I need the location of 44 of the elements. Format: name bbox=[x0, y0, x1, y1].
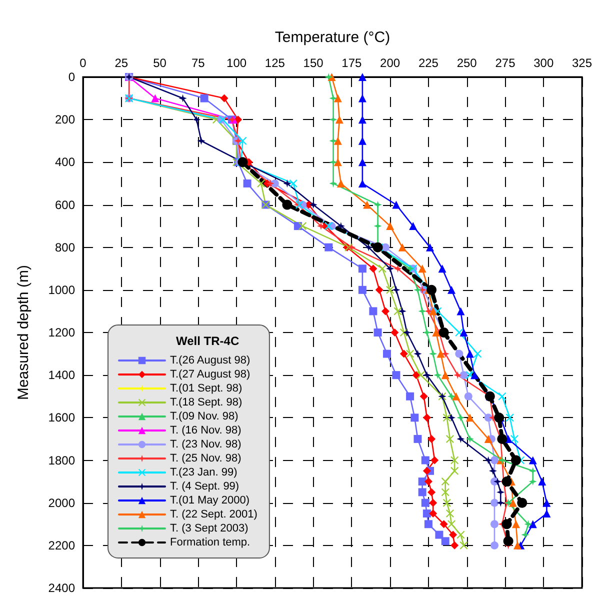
legend-label: T. (22 Sept. 2001) bbox=[170, 508, 258, 520]
x-axis-title: Temperature (°C) bbox=[274, 29, 390, 46]
x-tick-label: 125 bbox=[264, 56, 286, 70]
y-tick-label: 400 bbox=[54, 155, 76, 170]
legend-label: T.(27 August 98) bbox=[170, 368, 250, 380]
y-axis-title: Measured depth (m) bbox=[15, 264, 32, 400]
x-tick-label: 175 bbox=[342, 56, 362, 70]
legend-label: T. (3 Sept 2003) bbox=[170, 522, 248, 534]
legend-title: Well TR-4C bbox=[176, 334, 240, 348]
y-tick-label: 600 bbox=[54, 198, 76, 212]
legend-label: T. (23 Nov. 98) bbox=[170, 438, 242, 450]
x-tick-label: 150 bbox=[303, 56, 324, 70]
x-tick-label: 325 bbox=[572, 56, 592, 70]
x-tick-label: 75 bbox=[191, 56, 206, 70]
legend-label: T.(26 August 98) bbox=[170, 354, 250, 366]
x-tick-label: 250 bbox=[456, 56, 478, 70]
y-tick-label: 1600 bbox=[48, 410, 76, 425]
x-tick-label: 25 bbox=[114, 56, 128, 70]
legend-label: T. (4 Sept. 99) bbox=[170, 480, 240, 492]
y-tick-label: 800 bbox=[54, 240, 76, 254]
y-tick-label: 0 bbox=[68, 70, 76, 84]
y-tick-label: 2200 bbox=[48, 538, 76, 552]
y-tick-label: 1400 bbox=[48, 368, 76, 382]
y-tick-label: 2400 bbox=[48, 581, 76, 595]
x-tick-label: 300 bbox=[534, 56, 554, 70]
y-tick-label: 2000 bbox=[48, 496, 76, 510]
x-tick-label: 50 bbox=[153, 56, 167, 70]
legend-label: T.(09 Nov. 98) bbox=[170, 410, 238, 422]
legend-label: T.(23 Jan. 99) bbox=[170, 466, 238, 478]
legend-label: Formation temp. bbox=[170, 536, 250, 548]
legend-label: T.(01 May 2000) bbox=[170, 494, 250, 506]
x-tick-label: 225 bbox=[418, 56, 439, 70]
x-tick-label: 275 bbox=[495, 56, 516, 70]
y-tick-label: 200 bbox=[54, 112, 76, 127]
legend-label: T.(18 Sept. 98) bbox=[170, 396, 242, 408]
y-tick-label: 1800 bbox=[48, 453, 76, 468]
legend-label: T. (16 Nov. 98) bbox=[170, 424, 242, 436]
x-tick-label: 100 bbox=[226, 56, 247, 70]
legend-label: T. (25 Nov. 98) bbox=[170, 452, 242, 464]
y-tick-label: 1200 bbox=[48, 326, 76, 340]
x-tick-label: 200 bbox=[380, 56, 400, 70]
legend-label: T.(01 Sept. 98) bbox=[170, 382, 242, 394]
x-tick-label: 0 bbox=[80, 56, 87, 70]
y-tick-label: 1000 bbox=[48, 282, 76, 297]
